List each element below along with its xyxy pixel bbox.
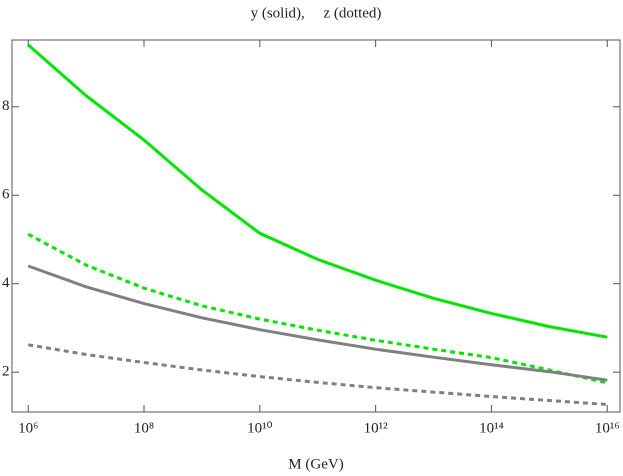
y-tick-label: 2: [2, 364, 10, 380]
y-tick-label: 6: [2, 187, 10, 203]
plot-frame: [11, 39, 621, 413]
chart-title: y (solid), z (dotted): [251, 5, 382, 21]
series-line: [27, 232, 608, 385]
series-line: [27, 264, 608, 382]
y-tick-label: 8: [2, 98, 10, 114]
x-tick-label: 10⁶: [18, 420, 38, 436]
x-tick-label: 10¹⁶: [595, 420, 620, 436]
x-tick-label: 10⁸: [134, 420, 154, 436]
x-tick-label: 10¹⁴: [479, 420, 504, 436]
x-tick-label: 10¹²: [364, 420, 388, 436]
series-line: [27, 43, 608, 339]
x-axis-label: M (GeV): [288, 456, 343, 472]
x-tick-label: 10¹⁰: [247, 420, 273, 436]
series-line: [27, 343, 608, 406]
y-tick-label: 4: [2, 275, 10, 291]
